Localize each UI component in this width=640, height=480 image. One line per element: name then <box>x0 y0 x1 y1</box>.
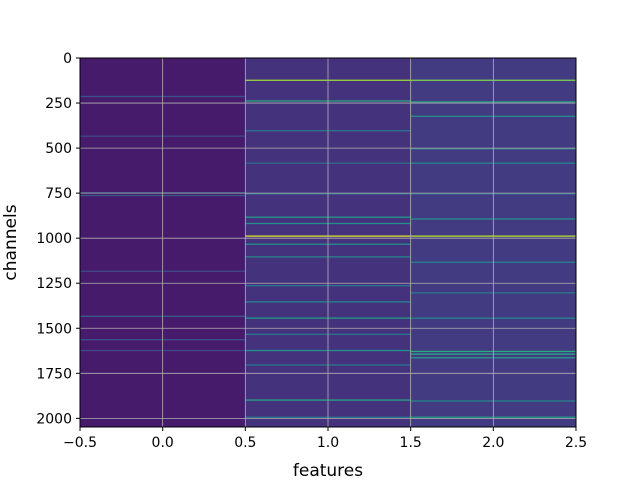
x-tick-label: 1.0 <box>317 435 339 451</box>
x-tick-label: 2.0 <box>482 435 504 451</box>
y-tick-label: 2000 <box>36 411 72 427</box>
y-axis: 0 250 500 750 1000 1250 1500 1750 2000 <box>36 51 80 427</box>
x-tick-label: 2.5 <box>565 435 587 451</box>
x-tick-label: −0.5 <box>63 435 97 451</box>
y-tick-label: 1500 <box>36 321 72 337</box>
x-axis: −0.5 0.0 0.5 1.0 1.5 2.0 2.5 <box>63 427 587 451</box>
x-tick-label: 0.0 <box>152 435 174 451</box>
y-axis-label: channels <box>1 204 21 280</box>
x-tick-label: 0.5 <box>234 435 256 451</box>
y-tick-label: 250 <box>45 96 72 112</box>
x-axis-label: features <box>293 461 363 480</box>
y-tick-label: 750 <box>45 186 72 202</box>
y-tick-label: 1000 <box>36 231 72 247</box>
y-tick-label: 1250 <box>36 276 72 292</box>
y-tick-label: 500 <box>45 141 72 157</box>
y-tick-label: 0 <box>63 51 72 67</box>
x-tick-label: 1.5 <box>400 435 422 451</box>
y-tick-label: 1750 <box>36 366 72 382</box>
